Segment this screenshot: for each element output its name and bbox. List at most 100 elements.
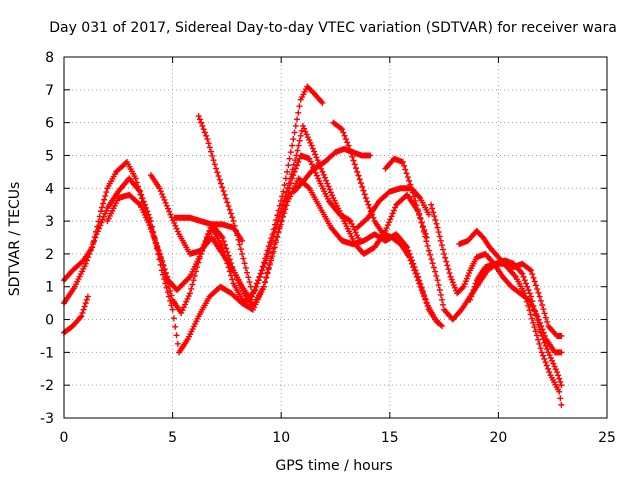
data-point bbox=[408, 260, 415, 267]
data-point bbox=[153, 242, 160, 249]
data-point bbox=[350, 223, 357, 230]
data-point bbox=[522, 294, 529, 301]
data-point bbox=[418, 219, 425, 226]
data-point bbox=[236, 241, 243, 248]
data-point bbox=[281, 181, 288, 188]
data-point bbox=[182, 301, 189, 308]
data-point bbox=[257, 270, 264, 277]
data-point bbox=[529, 271, 536, 278]
data-point bbox=[269, 231, 276, 238]
data-point bbox=[387, 216, 394, 223]
data-point bbox=[137, 188, 144, 195]
data-point bbox=[286, 155, 293, 162]
data-point bbox=[417, 283, 424, 290]
y-tick-label: -1 bbox=[40, 345, 54, 361]
data-point bbox=[251, 287, 258, 294]
data-point bbox=[431, 213, 438, 220]
data-point bbox=[536, 293, 543, 300]
data-point bbox=[140, 198, 147, 205]
data-point bbox=[225, 203, 232, 210]
data-point bbox=[419, 224, 426, 231]
data-point bbox=[307, 158, 314, 165]
data-point bbox=[314, 157, 321, 164]
data-point bbox=[325, 183, 332, 190]
data-point bbox=[365, 201, 372, 208]
data-point bbox=[545, 365, 552, 372]
data-point bbox=[81, 303, 88, 310]
data-point bbox=[542, 314, 549, 321]
data-point bbox=[536, 340, 543, 347]
data-point bbox=[299, 122, 306, 129]
data-point bbox=[82, 260, 89, 267]
data-point bbox=[295, 159, 302, 166]
data-point bbox=[304, 134, 311, 141]
data-point bbox=[190, 277, 197, 284]
data-point bbox=[285, 162, 292, 169]
data-point bbox=[437, 291, 444, 298]
data-point bbox=[294, 147, 301, 154]
data-point bbox=[433, 220, 440, 227]
data-point bbox=[339, 126, 346, 133]
data-point bbox=[530, 319, 537, 326]
data-point bbox=[291, 129, 298, 136]
data-point bbox=[413, 273, 420, 280]
data-point bbox=[219, 234, 226, 241]
data-point bbox=[288, 171, 295, 178]
data-point bbox=[366, 204, 373, 211]
data-point bbox=[193, 268, 200, 275]
data-point bbox=[323, 177, 330, 184]
data-point bbox=[242, 264, 249, 271]
data-point bbox=[97, 222, 104, 229]
data-point bbox=[167, 288, 174, 295]
data-point bbox=[541, 339, 548, 346]
data-point bbox=[434, 224, 441, 231]
data-point bbox=[283, 189, 290, 196]
data-point bbox=[307, 139, 314, 146]
data-point bbox=[237, 246, 244, 253]
data-point bbox=[293, 152, 300, 159]
data-point bbox=[248, 293, 255, 300]
data-point bbox=[438, 242, 445, 249]
data-point bbox=[534, 286, 541, 293]
data-point bbox=[344, 139, 351, 146]
data-point bbox=[224, 249, 231, 256]
data-point bbox=[216, 176, 223, 183]
data-point bbox=[558, 382, 565, 389]
data-point bbox=[232, 227, 239, 234]
data-point bbox=[446, 270, 453, 277]
data-point bbox=[79, 309, 86, 316]
data-point bbox=[555, 372, 562, 379]
data-point bbox=[523, 280, 530, 287]
data-point bbox=[434, 277, 441, 284]
data-point bbox=[239, 237, 246, 244]
data-point bbox=[100, 200, 107, 207]
data-point bbox=[348, 150, 355, 157]
data-point bbox=[466, 270, 473, 277]
data-point bbox=[241, 260, 248, 267]
y-axis-label: SDTVAR / TECUs bbox=[7, 182, 23, 297]
series-arc-8 bbox=[291, 145, 374, 195]
data-point bbox=[184, 295, 191, 302]
data-point bbox=[411, 267, 418, 274]
data-point bbox=[165, 283, 172, 290]
data-point bbox=[308, 161, 315, 168]
data-point bbox=[99, 216, 106, 223]
data-point bbox=[421, 293, 428, 300]
data-point bbox=[180, 304, 187, 311]
data-point bbox=[268, 235, 275, 242]
data-point bbox=[221, 191, 228, 198]
data-point bbox=[354, 168, 361, 175]
data-point bbox=[161, 266, 168, 273]
data-point bbox=[239, 250, 246, 257]
data-point bbox=[171, 219, 178, 226]
data-point bbox=[270, 226, 277, 233]
data-point bbox=[432, 216, 439, 223]
data-point bbox=[525, 287, 532, 294]
data-point bbox=[392, 204, 399, 211]
data-point bbox=[402, 166, 409, 173]
data-point bbox=[296, 103, 303, 110]
data-point bbox=[262, 255, 269, 262]
data-point bbox=[245, 274, 252, 281]
data-point bbox=[418, 287, 425, 294]
